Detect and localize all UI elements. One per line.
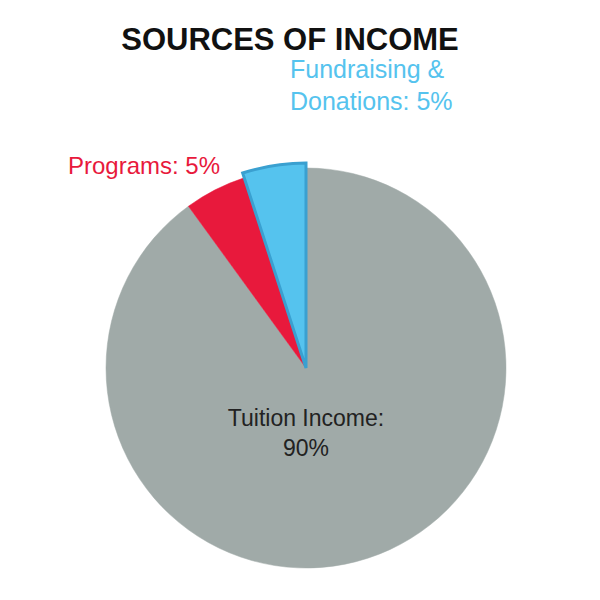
slice-label: Tuition Income:90% — [228, 405, 384, 461]
slice-label: Programs: 5% — [68, 152, 220, 179]
pie-slice — [243, 163, 306, 368]
slice-label: Fundraising &Donations: 5% — [290, 55, 453, 116]
labels: Tuition Income:90% Programs: 5% Fundraisin… — [68, 55, 453, 461]
chart: SOURCES OF INCOME Tuition Income:90% Progr… — [0, 0, 600, 600]
title: SOURCES OF INCOME — [121, 22, 459, 57]
slices — [106, 163, 506, 568]
